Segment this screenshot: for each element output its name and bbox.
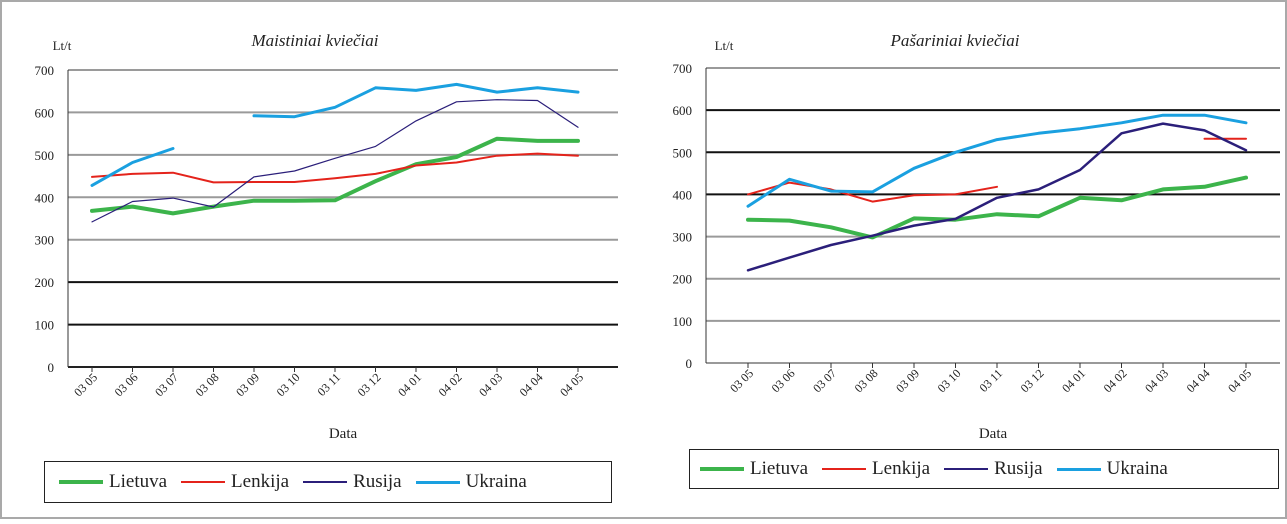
legend-swatch [822, 468, 867, 470]
x-tick-label: 03 06 [769, 366, 798, 395]
legend-swatch [181, 481, 226, 483]
x-tick-label: 03 11 [976, 366, 1005, 395]
x-tick-label: 03 12 [355, 370, 384, 399]
legend-item-rusija: Rusija [303, 471, 402, 493]
y-tick-label: 100 [673, 314, 693, 329]
x-tick-label: 04 01 [395, 370, 424, 399]
x-tick-label: 03 10 [935, 366, 964, 395]
x-tick-label: 03 05 [71, 370, 100, 399]
legend-item-ukraina: Ukraina [415, 471, 527, 493]
y-tick-label: 600 [35, 105, 55, 120]
x-tick-label: 04 05 [557, 370, 586, 399]
y-tick-label: 300 [35, 233, 55, 248]
y-tick-label: 0 [686, 356, 693, 371]
y-tick-label: 400 [673, 187, 693, 202]
legend-swatch [700, 467, 744, 471]
x-axis-label: Data [979, 426, 1008, 442]
legend-label: Rusija [994, 458, 1043, 479]
x-tick-label: 04 05 [1225, 366, 1254, 395]
chart-canvas-right: 0 100 200 300 400 500 600 700 Pašariniai kviečia… [673, 31, 1280, 442]
x-tick-label: 04 02 [436, 370, 465, 399]
x-axis-label: Data [329, 426, 358, 442]
y-tick-label: 600 [673, 103, 693, 118]
legend-label: Lenkija [231, 471, 290, 492]
legend-item-lietuva: Lietuva [700, 458, 808, 480]
x-tick-label: 04 03 [476, 370, 505, 399]
y-tick-label: 0 [48, 360, 55, 375]
legend-swatch [1056, 467, 1101, 471]
legend-label: Lietuva [109, 471, 168, 492]
legend-right: Lietuva Lenkija Rusija Ukraina [689, 449, 1279, 489]
y-tick-label: 700 [35, 63, 55, 78]
y-axis-label: Lt/t [715, 38, 734, 53]
series-line-rusija [91, 99, 579, 223]
x-tick-label: 03 06 [112, 370, 141, 399]
x-tick-label: 03 12 [1018, 366, 1047, 395]
legend-swatch [944, 467, 989, 471]
legend-left: Lietuva Lenkija Rusija Ukraina [44, 461, 612, 503]
series-line-lietuva [90, 136, 580, 216]
legend-item-lenkija: Lenkija [181, 471, 289, 493]
y-tick-label: 100 [35, 318, 55, 333]
chart-title: Pašariniai kviečiai [890, 31, 1020, 50]
chart-canvas-left: 0 100 200 300 400 500 600 700 Maistiniai kviečia… [35, 31, 618, 442]
series-line-ukraina [746, 113, 1248, 208]
chart-title: Maistiniai kviečiai [251, 31, 379, 50]
legend-label: Ukraina [465, 471, 527, 492]
x-tick-label: 04 04 [517, 370, 546, 399]
legend-label: Ukraina [1106, 458, 1168, 479]
x-tick-label: 04 04 [1184, 366, 1213, 395]
series-line-rusija [746, 122, 1248, 272]
x-tick-label: 03 09 [233, 370, 262, 399]
legend-item-lenkija: Lenkija [822, 458, 930, 480]
x-tick-label: 03 09 [893, 366, 922, 395]
x-tick-label: 03 07 [810, 366, 839, 395]
y-tick-label: 300 [673, 230, 693, 245]
series-line-ukraina [90, 147, 175, 187]
legend-item-rusija: Rusija [944, 458, 1043, 480]
legend-item-ukraina: Ukraina [1056, 458, 1168, 480]
series-line-lenkija [91, 152, 579, 184]
legend-item-lietuva: Lietuva [59, 471, 167, 493]
x-tick-label: 04 03 [1142, 366, 1171, 395]
y-tick-label: 200 [673, 272, 693, 287]
y-tick-label: 700 [673, 61, 693, 76]
y-tick-label: 500 [35, 148, 55, 163]
y-axis-label: Lt/t [53, 38, 72, 53]
x-tick-label: 04 01 [1059, 366, 1088, 395]
chart-maistiniai: 0 100 200 300 400 500 600 700 Maistiniai kviečia… [0, 0, 640, 519]
y-tick-label: 400 [35, 190, 55, 205]
x-tick-label: 03 05 [727, 366, 756, 395]
x-tick-label: 03 07 [152, 370, 181, 399]
legend-label: Lietuva [750, 458, 809, 479]
legend-swatch [415, 480, 460, 484]
x-tick-label: 03 11 [314, 370, 343, 399]
y-tick-label: 200 [35, 275, 55, 290]
x-tick-label: 04 02 [1101, 366, 1130, 395]
legend-label: Rusija [353, 471, 402, 492]
legend-label: Lenkija [872, 458, 931, 479]
series-line-lietuva [746, 175, 1248, 240]
legend-swatch [303, 481, 348, 483]
y-tick-label: 500 [673, 145, 693, 160]
x-tick-label: 03 08 [852, 366, 881, 395]
x-tick-label: 03 08 [193, 370, 222, 399]
series-line-lenkija [747, 181, 998, 203]
series-line-ukraina [252, 82, 580, 119]
x-tick-label: 03 10 [274, 370, 303, 399]
legend-swatch [59, 480, 103, 484]
chart-pasariniai: 0 100 200 300 400 500 600 700 Pašariniai kviečia… [640, 0, 1287, 519]
